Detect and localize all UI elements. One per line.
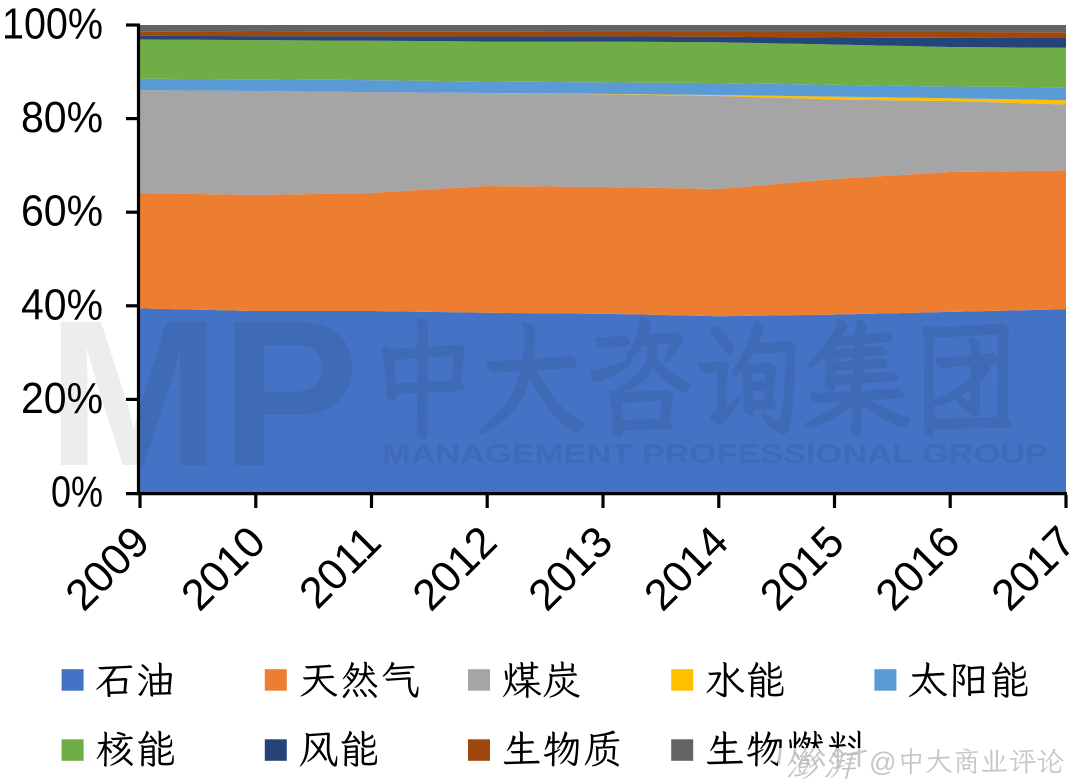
svg-text:80%: 80%	[21, 94, 103, 142]
svg-text:MANAGEMENT PROFESSIONAL GROUP: MANAGEMENT PROFESSIONAL GROUP	[382, 439, 1048, 469]
svg-text:0%: 0%	[51, 469, 103, 517]
svg-text:100%: 100%	[2, 1, 103, 49]
svg-text:20%: 20%	[21, 375, 103, 423]
svg-text:@: @	[869, 747, 896, 777]
svg-text:MP: MP	[47, 278, 359, 510]
svg-text:40%: 40%	[21, 281, 103, 329]
svg-text:60%: 60%	[21, 188, 103, 236]
